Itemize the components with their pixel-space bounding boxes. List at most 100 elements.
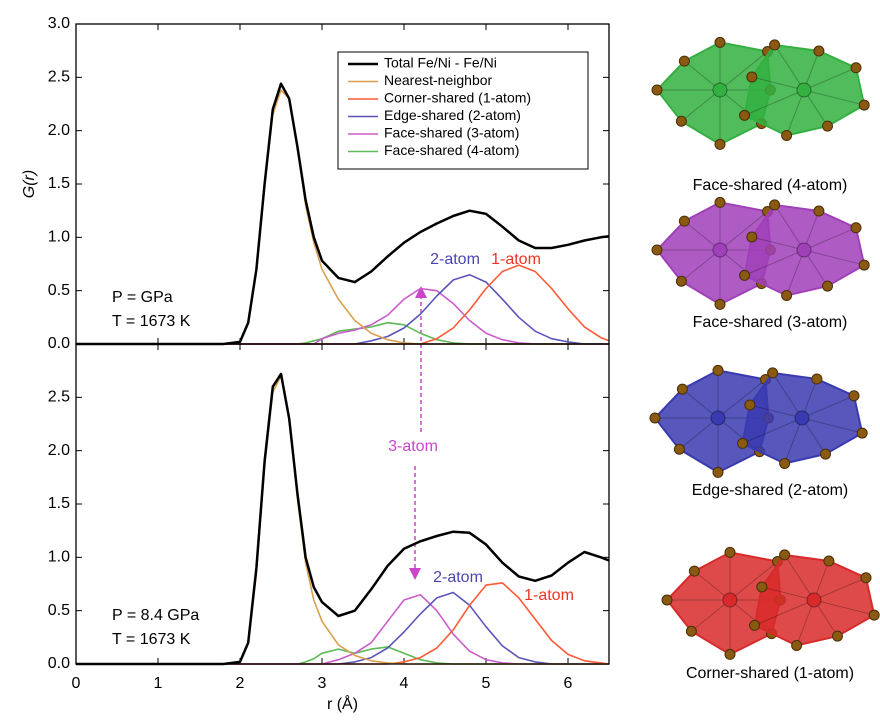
legend-label: Corner-shared (1-atom) xyxy=(384,90,531,106)
atom xyxy=(686,626,696,636)
annotation: P = GPa xyxy=(112,289,173,306)
legend-label: Nearest-neighbor xyxy=(384,72,493,88)
y-tick-label: 1.0 xyxy=(48,229,70,246)
x-tick-label: 3 xyxy=(318,675,327,692)
x-axis-label: r (Å) xyxy=(327,694,358,713)
atom xyxy=(652,245,662,255)
atom xyxy=(792,640,802,650)
polyhedra-image xyxy=(652,37,869,149)
atom xyxy=(782,130,792,140)
atom xyxy=(770,200,780,210)
y-tick-label: 0.5 xyxy=(48,602,70,619)
annotation: 1-atom xyxy=(524,587,574,604)
atom xyxy=(768,368,778,378)
x-tick-label: 6 xyxy=(564,675,573,692)
annotation: 2-atom xyxy=(433,569,483,586)
annotation: 1-atom xyxy=(491,251,541,268)
annotation: 3-atom xyxy=(388,438,438,455)
atom xyxy=(715,37,725,47)
image-caption: Corner-shared (1-atom) xyxy=(686,665,854,682)
atom xyxy=(824,556,834,566)
y-tick-label: 3.0 xyxy=(48,15,70,32)
atom xyxy=(662,595,672,605)
atom xyxy=(725,649,735,659)
atom xyxy=(869,610,879,620)
legend-label: Total Fe/Ni - Fe/Ni xyxy=(384,55,497,71)
atom xyxy=(650,413,660,423)
image-caption: Face-shared (4-atom) xyxy=(693,177,848,194)
atom xyxy=(689,566,699,576)
x-tick-label: 4 xyxy=(400,675,409,692)
x-tick-label: 2 xyxy=(236,675,245,692)
series-line xyxy=(76,275,609,344)
y-tick-label: 2.0 xyxy=(48,122,70,139)
x-tick-label: 1 xyxy=(154,675,163,692)
y-tick-label: 2.5 xyxy=(48,389,70,406)
annotation: 2-atom xyxy=(430,251,480,268)
atom xyxy=(770,40,780,50)
y-tick-label: 1.5 xyxy=(48,175,70,192)
atom xyxy=(747,72,757,82)
y-tick-label: 0.0 xyxy=(48,335,70,352)
image-caption: Edge-shared (2-atom) xyxy=(692,482,849,499)
atom xyxy=(859,260,869,270)
atom xyxy=(715,139,725,149)
atom xyxy=(812,374,822,384)
atom xyxy=(677,384,687,394)
figure: 0.0 0.5 1.0 1.5 2.0 2.5 3.0 P = GPa T = 1673 K 2-… xyxy=(0,0,880,717)
atom xyxy=(679,216,689,226)
atom xyxy=(679,56,689,66)
center-atom xyxy=(795,411,809,425)
atom xyxy=(757,582,767,592)
polyhedra-image xyxy=(650,365,867,477)
atom xyxy=(713,467,723,477)
x-tick-label: 0 xyxy=(72,675,81,692)
atom xyxy=(851,63,861,73)
atom xyxy=(715,197,725,207)
x-tick-label: 5 xyxy=(482,675,491,692)
center-atom xyxy=(797,243,811,257)
polyhedra-image xyxy=(662,547,879,659)
y-axis-label: G(r) xyxy=(21,170,38,198)
atom xyxy=(780,458,790,468)
annotation: T = 1673 K xyxy=(112,313,191,330)
atom xyxy=(750,620,760,630)
legend-label: Edge-shared (2-atom) xyxy=(384,107,521,123)
atom xyxy=(849,391,859,401)
atom xyxy=(674,444,684,454)
y-tick-label: 1.0 xyxy=(48,549,70,566)
y-tick-label: 2.5 xyxy=(48,69,70,86)
center-atom xyxy=(797,83,811,97)
atom xyxy=(814,46,824,56)
atom xyxy=(780,550,790,560)
center-atom xyxy=(807,593,821,607)
center-atom xyxy=(711,411,725,425)
atom xyxy=(814,206,824,216)
atom xyxy=(823,281,833,291)
atom xyxy=(823,121,833,131)
atom xyxy=(740,270,750,280)
atom xyxy=(861,573,871,583)
y-tick-label: 0.5 xyxy=(48,282,70,299)
atom xyxy=(745,400,755,410)
atom xyxy=(821,449,831,459)
annotation: P = 8.4 GPa xyxy=(112,607,199,624)
annotation: T = 1673 K xyxy=(112,631,191,648)
atom xyxy=(713,365,723,375)
legend-label: Face-shared (4-atom) xyxy=(384,142,519,158)
atom xyxy=(652,85,662,95)
legend-label: Face-shared (3-atom) xyxy=(384,125,519,141)
y-tick-label: 2.0 xyxy=(48,442,70,459)
center-atom xyxy=(723,593,737,607)
atom xyxy=(676,116,686,126)
atom xyxy=(676,276,686,286)
atom xyxy=(725,547,735,557)
atom xyxy=(747,232,757,242)
y-tick-label: 1.5 xyxy=(48,495,70,512)
atom xyxy=(738,438,748,448)
atom xyxy=(857,428,867,438)
y-tick-label: 0.0 xyxy=(48,655,70,672)
series-line xyxy=(76,647,609,664)
center-atom xyxy=(713,243,727,257)
atom xyxy=(740,110,750,120)
